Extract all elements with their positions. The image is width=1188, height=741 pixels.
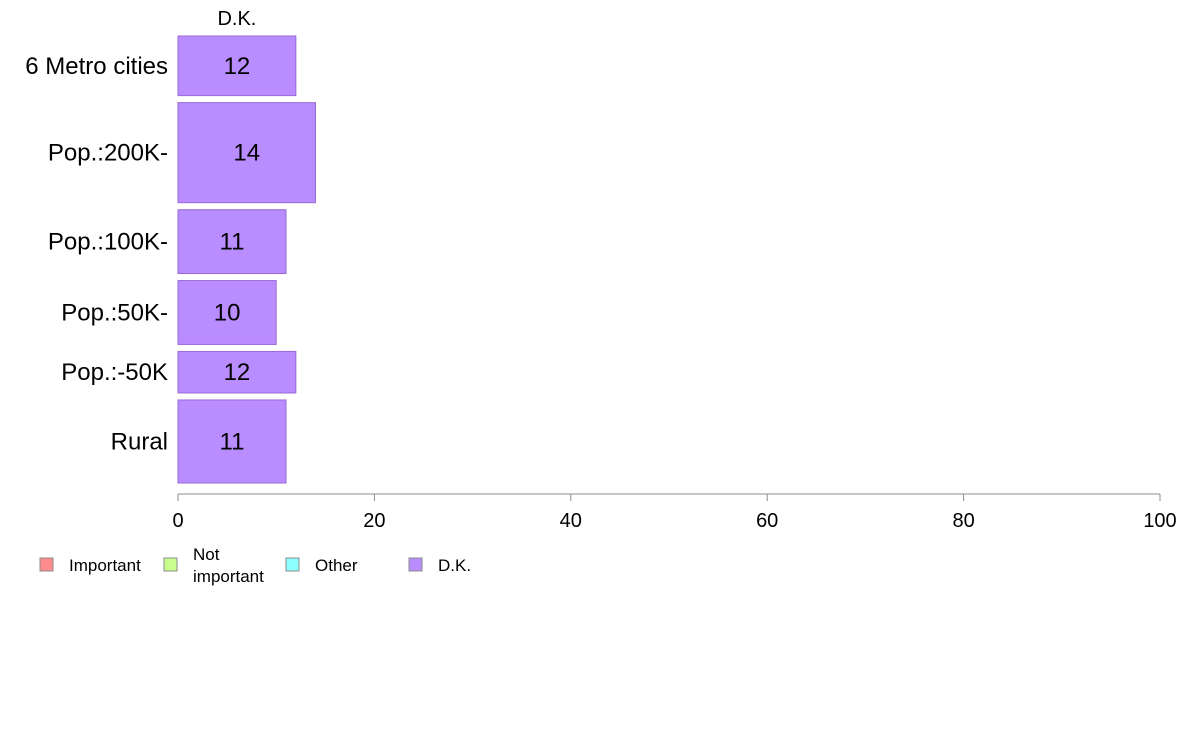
data-label: 14: [233, 140, 260, 167]
series-top-label: D.K.: [217, 8, 256, 30]
bars-layer: D.K. 6 Metro cities 12 Pop.:200K- 14 Pop.:100…: [25, 8, 316, 484]
x-tick-label: 40: [560, 510, 582, 532]
x-tick-label: 20: [363, 510, 385, 532]
x-axis: 0 20 40 60 80 100: [172, 493, 1177, 532]
legend-label: D.K.: [438, 556, 471, 575]
bar-segment: [177, 209, 287, 275]
legend-label: Other: [315, 556, 358, 575]
category-label: Pop.:50K-: [61, 300, 168, 327]
legend-swatch: [39, 557, 54, 572]
legend-swatch: [408, 557, 423, 572]
x-tick-label: 80: [952, 510, 974, 532]
category-label: Rural: [111, 428, 168, 455]
category-label: Pop.:-50K: [61, 359, 168, 386]
data-label: 12: [224, 53, 251, 80]
legend-label: Not important: [193, 545, 264, 586]
legend-swatch: [285, 557, 300, 572]
bar-segment: [177, 399, 287, 484]
data-label: 12: [224, 359, 251, 386]
bar-segment: [177, 280, 277, 345]
legend-swatch: [163, 557, 178, 572]
bar-segment: [177, 35, 297, 97]
data-label: 11: [220, 428, 245, 455]
bar-segment: [177, 102, 316, 204]
data-label: 11: [220, 229, 245, 256]
bar-segment: [177, 350, 297, 394]
x-tick-label: 60: [756, 510, 778, 532]
legend-label: Important: [69, 556, 141, 575]
category-label: Pop.:200K-: [48, 140, 168, 167]
category-label: 6 Metro cities: [25, 53, 168, 80]
category-label: Pop.:100K-: [48, 229, 168, 256]
x-tick-label: 100: [1143, 510, 1176, 532]
data-label: 10: [214, 300, 241, 327]
x-tick-label: 0: [172, 510, 183, 532]
legend: Important Not important Other D.K.: [39, 545, 471, 586]
